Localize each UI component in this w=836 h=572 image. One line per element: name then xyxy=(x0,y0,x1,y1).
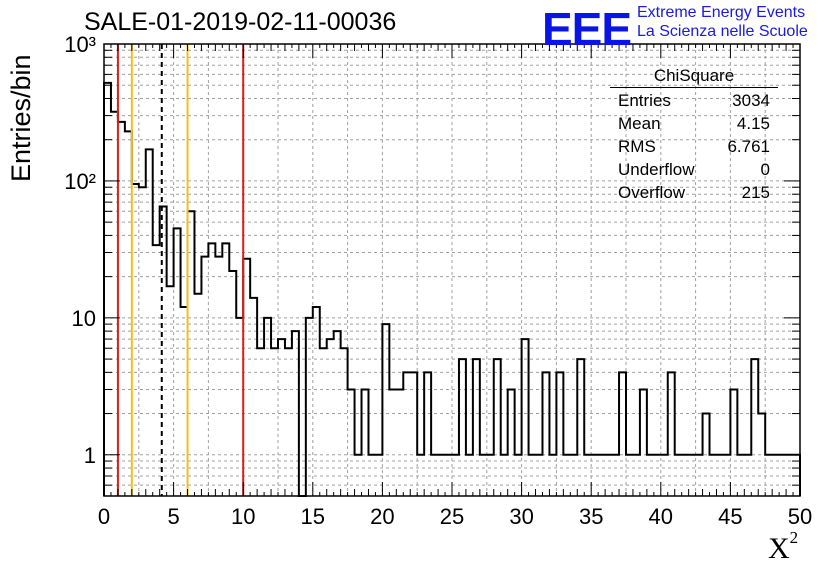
stats-row: RMS 6.761 xyxy=(618,137,770,156)
y-axis-label: Entries/bin xyxy=(6,54,36,182)
logo-line-1: Extreme Energy Events xyxy=(637,4,806,21)
x-tick-label: 10 xyxy=(231,504,255,529)
x-axis-label: X2 xyxy=(768,528,799,565)
y-tick-label: 10³ xyxy=(64,32,96,57)
stats-box: ChiSquare Entries 3034 Mean 4.15 RMS 6.761 … xyxy=(610,66,778,206)
eee-logo: EEE xyxy=(542,3,632,55)
y-tick-label: 10 xyxy=(72,306,96,331)
x-tick-label: 0 xyxy=(98,504,110,529)
stats-row: Entries 3034 xyxy=(618,91,770,110)
x-tick-label: 15 xyxy=(301,504,325,529)
x-tick-label: 45 xyxy=(718,504,742,529)
x-tick-label: 25 xyxy=(440,504,464,529)
x-tick-label: 50 xyxy=(788,504,812,529)
stats-row: Mean 4.15 xyxy=(618,114,770,133)
x-tick-label: 20 xyxy=(370,504,394,529)
stats-row: Underflow 0 xyxy=(618,160,770,179)
stats-title: ChiSquare xyxy=(610,66,778,88)
x-tick-label: 5 xyxy=(167,504,179,529)
y-tick-label: 1 xyxy=(84,443,96,468)
stats-row: Overflow 215 xyxy=(618,183,770,202)
histogram-line xyxy=(103,81,801,497)
x-tick-label: 35 xyxy=(579,504,603,529)
chart-title: SALE-01-2019-02-11-00036 xyxy=(84,8,397,36)
x-tick-label: 40 xyxy=(649,504,673,529)
y-tick-label: 10² xyxy=(64,169,96,194)
logo-line-2: La Scienza nelle Scuole xyxy=(637,23,808,40)
x-tick-label: 30 xyxy=(509,504,533,529)
